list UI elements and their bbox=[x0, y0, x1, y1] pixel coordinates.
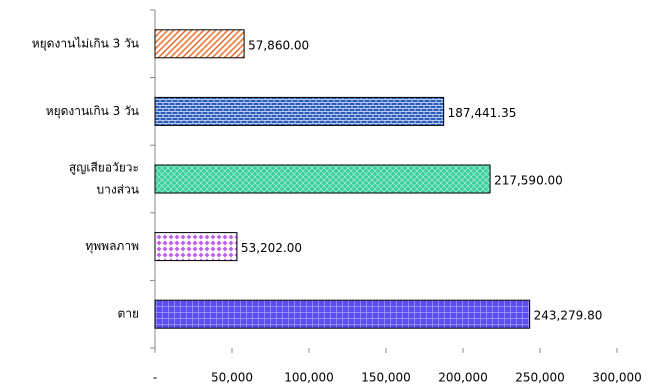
value-label: 53,202.00 bbox=[241, 241, 302, 255]
x-tick-label: 50,000 bbox=[211, 371, 253, 385]
x-tick-label: 200,000 bbox=[438, 371, 488, 385]
value-label: 217,590.00 bbox=[494, 174, 563, 188]
x-tick-label: 250,000 bbox=[515, 371, 565, 385]
value-label: 243,279.80 bbox=[534, 309, 603, 323]
x-tick-label: 150,000 bbox=[361, 371, 411, 385]
y-tick-label: ตาย bbox=[117, 307, 139, 321]
bar bbox=[154, 164, 491, 194]
y-tick-label: บางส่วน bbox=[97, 183, 139, 197]
y-tick-label: ทุพพลภาพ bbox=[85, 239, 139, 254]
x-tick-label: - bbox=[153, 371, 157, 385]
bar bbox=[154, 29, 245, 59]
y-tick-label: สูญเสียอวัยวะ bbox=[69, 161, 139, 176]
bar bbox=[154, 96, 445, 126]
y-tick-label: หยุดงานเกิน 3 วัน bbox=[46, 104, 139, 119]
x-tick-label: 100,000 bbox=[284, 371, 334, 385]
value-label: 187,441.35 bbox=[448, 106, 517, 120]
y-tick-label: หยุดงานไม่เกิน 3 วัน bbox=[32, 36, 139, 51]
bar bbox=[154, 299, 531, 329]
x-tick-label: 300,000 bbox=[592, 371, 642, 385]
value-label: 57,860.00 bbox=[248, 38, 309, 52]
bar bbox=[154, 232, 238, 262]
